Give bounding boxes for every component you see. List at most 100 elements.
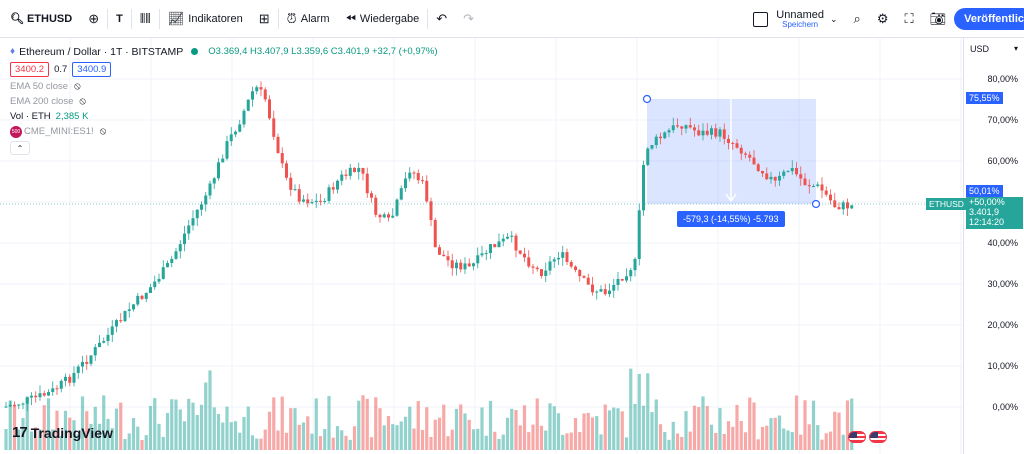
volume-bar [471, 429, 476, 450]
candle [187, 225, 191, 234]
volume-bar [735, 404, 739, 450]
eye-slash-icon[interactable]: ⦸ [99, 126, 107, 137]
volume-bar [420, 429, 425, 450]
volume-bar [170, 399, 174, 450]
candle [225, 141, 229, 159]
candle [13, 404, 16, 406]
candlestick-chart[interactable] [0, 38, 963, 454]
candle [769, 176, 773, 180]
volume-bar [352, 426, 357, 450]
volume-bar [671, 421, 675, 450]
publish-button[interactable]: Veröffentlic [954, 8, 1024, 30]
candle [272, 118, 276, 137]
eye-slash-icon[interactable]: ⦸ [74, 81, 81, 92]
replay-button[interactable]: ⏪︎ Wiedergabe [338, 0, 428, 38]
volume-bar [191, 402, 195, 450]
sell-button[interactable]: 3400.2 [10, 61, 50, 77]
candle [98, 342, 101, 348]
measure-start-handle[interactable] [642, 94, 652, 104]
volume-legend[interactable]: Vol · ETH 2,385 K [10, 109, 438, 124]
candle [285, 163, 288, 178]
volume-bar [378, 408, 382, 450]
volume-bar [136, 426, 140, 450]
candle [569, 262, 573, 267]
fullscreen-button[interactable]: ⛶ [896, 0, 921, 38]
volume-bar [777, 415, 782, 450]
chart-type-button[interactable]: ⫴⫴ [132, 0, 159, 38]
symbol-label: ETHUSD [26, 12, 73, 25]
volume-bar [820, 439, 824, 450]
snapshot-button[interactable]: 📷︎ [922, 0, 955, 38]
volume-bar [739, 421, 743, 450]
legend-collapse-button[interactable]: ⌃ [10, 141, 30, 155]
candle [752, 157, 756, 165]
candle [433, 220, 437, 248]
candle [200, 204, 203, 210]
volume-bar [335, 426, 340, 450]
volume-bar [42, 405, 46, 450]
buy-button[interactable]: 3400.9 [72, 61, 112, 77]
quick-search-button[interactable]: ⌕ [846, 0, 869, 38]
layout-menu-button[interactable]: Unnamed Speichern ⌄ [745, 0, 845, 38]
volume-bar [51, 429, 55, 450]
candle [489, 244, 492, 254]
candle [761, 170, 764, 174]
candle [212, 178, 216, 184]
candle [467, 263, 471, 267]
current-pct: +50,00% [969, 197, 1005, 207]
volume-bar [816, 425, 820, 450]
candle [497, 241, 501, 248]
candle [72, 372, 76, 383]
candle [633, 258, 637, 271]
current-price-tag: +50,00% 3.401,9 12:14:20 [966, 197, 1023, 229]
indicators-button[interactable]: 📈︎ Indikatoren [160, 0, 251, 38]
redo-button[interactable]: ↷ [455, 0, 482, 38]
volume-bar [552, 406, 556, 450]
candle [684, 125, 688, 129]
logo-text: TradingView [30, 424, 113, 441]
candle [221, 158, 225, 163]
volume-bar [255, 438, 259, 450]
candle [455, 262, 458, 269]
candle [459, 262, 463, 270]
volume-bar [267, 411, 272, 450]
us-flag-icon[interactable] [848, 431, 866, 443]
tradingview-logo[interactable]: 17 TradingView [12, 424, 113, 441]
volume-bar [595, 416, 599, 450]
volume-bar [425, 407, 429, 450]
currency-label[interactable]: USD [970, 44, 990, 54]
cme-legend[interactable]: 500 CME_MINI:ES1! ⦸ [10, 124, 438, 139]
settings-button[interactable]: ⚙︎ [869, 0, 897, 38]
ema50-legend[interactable]: EMA 50 close ⦸ [10, 79, 438, 94]
measure-end-handle[interactable] [811, 199, 821, 209]
ema200-legend[interactable]: EMA 200 close ⦸ [10, 94, 438, 109]
interval-button[interactable]: T [108, 0, 131, 38]
chart-pane[interactable] [0, 38, 963, 454]
volume-bar [782, 428, 786, 450]
candle [446, 256, 450, 261]
candle [336, 180, 339, 190]
volume-bar [607, 410, 612, 450]
candle [663, 132, 667, 139]
candle [535, 267, 539, 270]
us-flag-icon[interactable] [869, 431, 887, 443]
candle [38, 393, 42, 398]
price-scale[interactable]: USD ▾ 80,00% 70,00% 60,00% 40,00% 30,00%… [963, 38, 1024, 454]
candle [480, 253, 484, 256]
candle [667, 130, 671, 133]
candle [323, 200, 327, 202]
templates-button[interactable]: ⊞ [251, 0, 278, 38]
compare-symbol-button[interactable]: ⊕ [80, 0, 107, 38]
economic-events [848, 431, 890, 443]
measure-top-tag: 75,55% [966, 92, 1003, 104]
candle [136, 295, 140, 305]
eye-slash-icon[interactable]: ⦸ [79, 96, 86, 107]
volume-bar [80, 396, 85, 450]
volume-bar [85, 411, 89, 450]
undo-button[interactable]: ↶ [428, 0, 455, 38]
alarm-button[interactable]: ⏰︎ Alarm [279, 0, 338, 38]
candle [450, 260, 454, 269]
symbol-search-button[interactable]: 🔍︎ ETHUSD [0, 0, 80, 38]
volume-bar [573, 418, 578, 450]
save-link[interactable]: Speichern [782, 19, 819, 29]
